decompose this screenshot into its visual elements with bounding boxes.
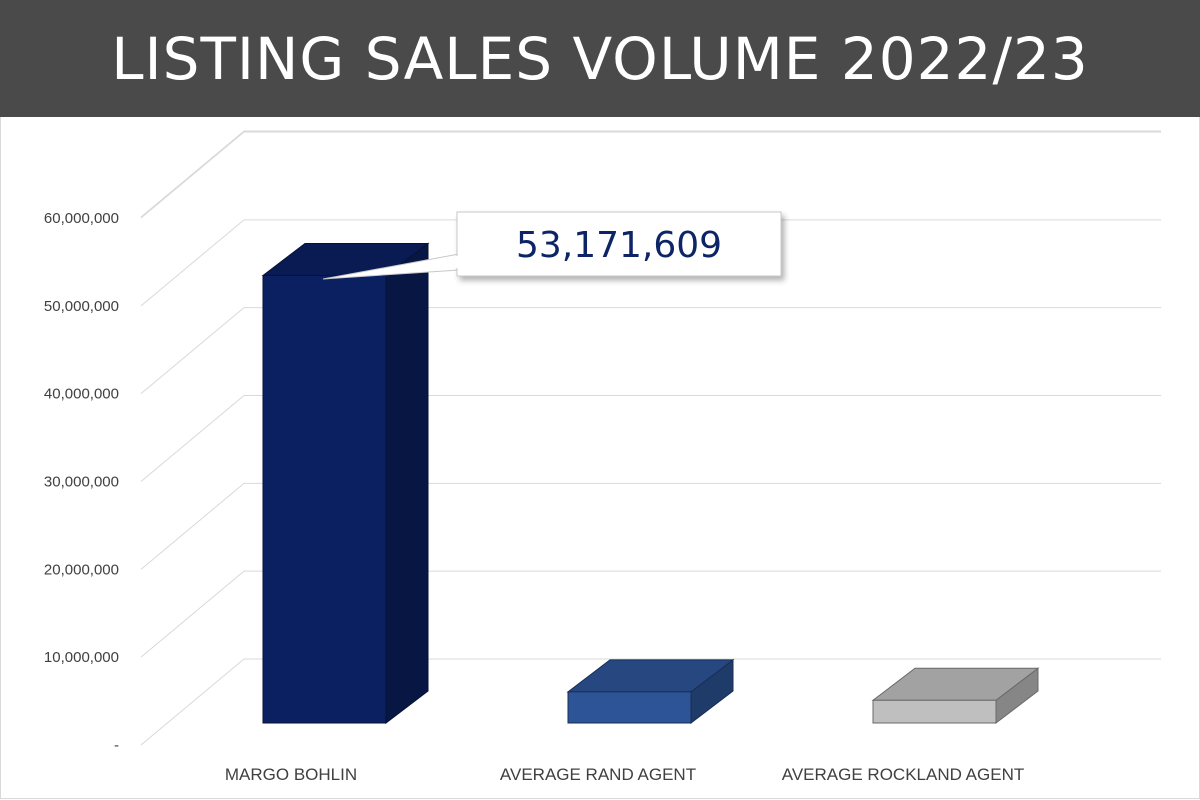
y-tick-label: 50,000,000 [44, 298, 119, 315]
bar-front-face [872, 699, 997, 724]
y-tick-label: 20,000,000 [44, 561, 119, 578]
callout-joint [455, 256, 461, 268]
bar-margo-bohlin [261, 242, 430, 725]
callout-box [456, 211, 782, 277]
title-banner: LISTING SALES VOLUME 2022/23 [0, 0, 1200, 117]
y-tick-label: - [114, 737, 119, 754]
gridline-depth [140, 131, 245, 219]
gridline-depth [140, 482, 245, 570]
gridline-depth [140, 219, 245, 307]
y-tick-label: 40,000,000 [44, 386, 119, 403]
bar-front-face [262, 274, 387, 724]
chart-title: LISTING SALES VOLUME 2022/23 [111, 24, 1089, 93]
bar-average-rand-agent [566, 658, 735, 725]
value-callout: 53,171,609 [322, 211, 782, 280]
gridline-depth [140, 395, 245, 482]
gridline-depth [140, 130, 245, 218]
bar-chart: - 10,000,000 20,000,000 30,000,000 40,000,00… [44, 130, 1161, 784]
bar-average-rockland-agent [871, 667, 1040, 725]
x-category-label: AVERAGE RAND AGENT [500, 765, 696, 784]
gridline-depth [140, 570, 245, 658]
x-category-label: AVERAGE ROCKLAND AGENT [782, 765, 1024, 784]
y-tick-label: 60,000,000 [44, 210, 119, 227]
callout-value-label: 53,171,609 [516, 225, 722, 266]
gridline-depth [140, 658, 245, 746]
gridline-depth [140, 307, 245, 395]
chart-area: - 10,000,000 20,000,000 30,000,000 40,000,00… [0, 117, 1200, 799]
x-category-label: MARGO BOHLIN [225, 765, 357, 784]
bar-front-face [567, 691, 692, 724]
y-tick-label: 10,000,000 [44, 649, 119, 666]
y-tick-label: 30,000,000 [44, 474, 119, 491]
bar-side-face [385, 242, 429, 725]
